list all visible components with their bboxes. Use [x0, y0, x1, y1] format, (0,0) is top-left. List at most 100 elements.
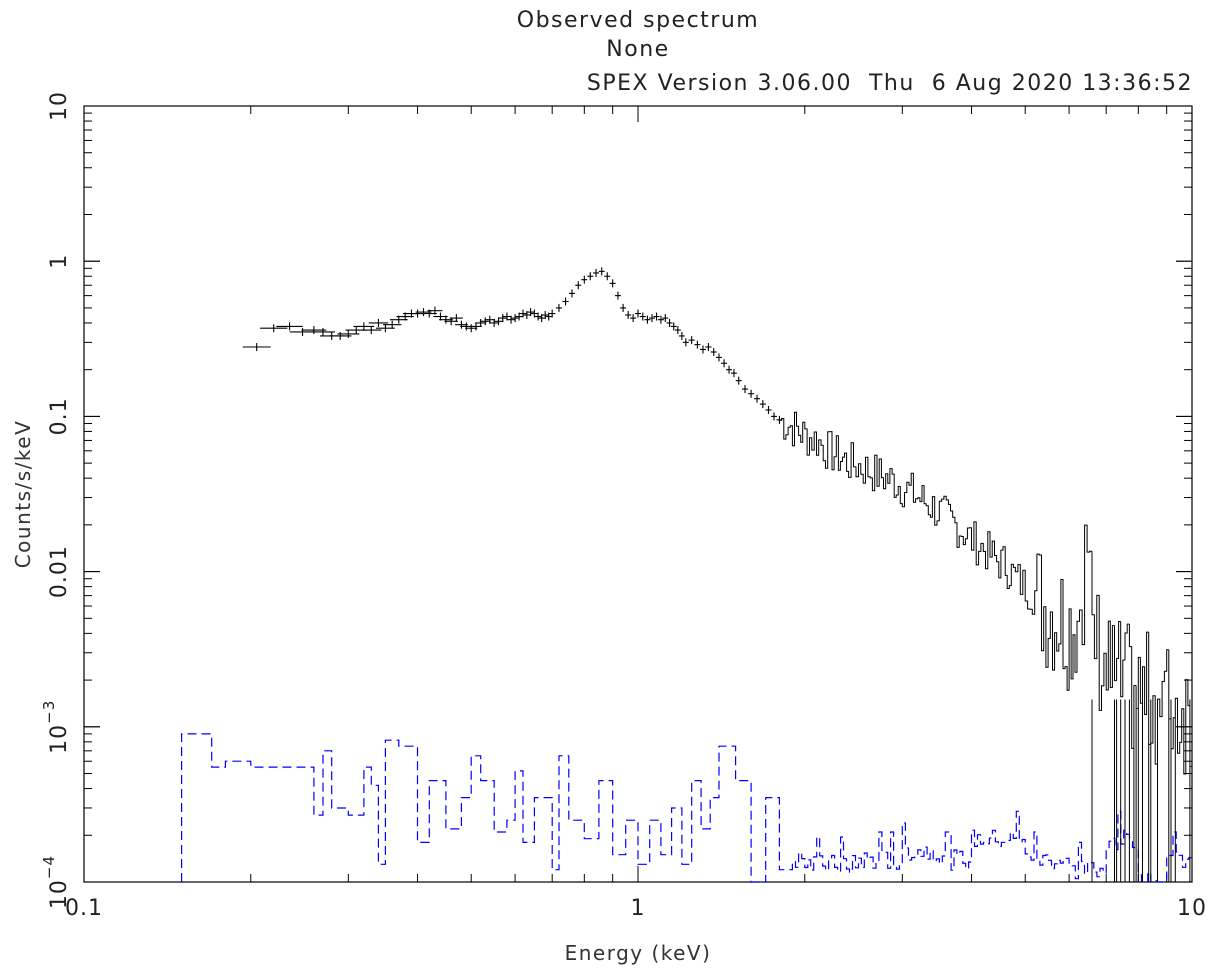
data-point	[484, 315, 496, 324]
data-point	[562, 297, 569, 306]
high-energy-series	[779, 411, 1192, 882]
y-tick-label: 10−3	[40, 700, 72, 754]
data-point	[587, 272, 594, 281]
data-point	[604, 272, 611, 281]
data-point	[455, 320, 468, 329]
axis-labels: 0.1 1 10 10−4 10−3 0.01 0.1 1 10 Energy (keV) Coun…	[11, 91, 1207, 965]
y-tick-label: 10	[47, 91, 72, 121]
data-point	[721, 359, 728, 368]
data-point	[581, 275, 588, 284]
high-energy-line	[779, 411, 1192, 882]
data-point	[479, 317, 491, 326]
data-point	[609, 279, 616, 288]
data-point	[538, 314, 546, 323]
data-point	[644, 315, 651, 324]
data-point	[674, 326, 681, 335]
data-point	[526, 308, 535, 317]
svg-text:0.01: 0.01	[47, 545, 72, 598]
data-point	[260, 324, 288, 333]
svg-text:1: 1	[47, 254, 72, 269]
data-point	[688, 336, 695, 345]
data-point	[310, 327, 335, 336]
x-tick-label: 1	[631, 896, 646, 921]
y-axis-label: Counts/s/keV	[11, 420, 35, 569]
data-point	[735, 376, 742, 385]
data-point	[705, 343, 712, 352]
observed-series	[242, 267, 783, 424]
data-point	[666, 318, 673, 327]
data-point	[662, 314, 669, 323]
chart-subtitle: None	[606, 37, 670, 62]
data-point	[699, 345, 706, 354]
data-point	[497, 314, 508, 323]
data-point	[682, 338, 689, 347]
data-point	[649, 314, 656, 323]
data-point	[759, 400, 766, 409]
data-point	[328, 331, 352, 340]
data-point	[620, 303, 627, 312]
data-point	[568, 289, 575, 298]
data-point	[242, 343, 271, 352]
data-point	[337, 329, 360, 338]
data-point	[548, 309, 556, 318]
data-point	[415, 308, 432, 317]
data-point	[575, 281, 582, 290]
data-point	[598, 267, 605, 276]
data-point	[653, 312, 660, 321]
data-point	[639, 312, 646, 321]
data-point	[301, 326, 327, 335]
data-point	[715, 353, 722, 362]
data-point	[741, 385, 748, 394]
data-point	[368, 318, 389, 327]
data-point	[470, 322, 482, 331]
data-point	[593, 268, 600, 277]
data-point	[678, 331, 685, 340]
data-point	[694, 340, 701, 349]
y-tick-label: 0.01	[47, 545, 72, 598]
data-point	[510, 314, 520, 323]
chart-title: Observed spectrum	[516, 8, 760, 33]
data-point	[765, 405, 772, 414]
data-point	[530, 309, 539, 318]
data-point	[383, 320, 402, 329]
data-point	[276, 322, 303, 331]
svg-text:0.1: 0.1	[47, 397, 72, 435]
data-point	[518, 309, 528, 318]
data-point	[710, 347, 717, 356]
plot-axes	[83, 105, 1193, 883]
y-tick-label: 0.1	[47, 397, 72, 435]
y-tick-label: 1	[47, 254, 72, 269]
x-axis-label: Energy (keV)	[565, 941, 712, 965]
data-point	[475, 318, 487, 327]
data-point	[555, 303, 563, 312]
data-point	[748, 389, 755, 398]
version-line: SPEX Version 3.06.00 Thu 6 Aug 2020 13:3…	[586, 71, 1193, 96]
background-line	[181, 733, 1192, 883]
data-point	[361, 326, 382, 335]
data-point	[771, 412, 778, 421]
data-point	[670, 322, 677, 331]
svg-text:10−3: 10−3	[40, 700, 72, 754]
data-point	[614, 291, 621, 300]
x-tick-label: 0.1	[65, 896, 103, 921]
data-point	[545, 312, 553, 321]
data-point	[635, 309, 641, 318]
data-point	[427, 306, 443, 315]
background-series	[181, 733, 1192, 883]
data-point	[776, 415, 783, 424]
svg-text:10: 10	[47, 91, 72, 121]
data-point	[489, 318, 500, 327]
data-point	[465, 324, 478, 333]
svg-text:10−4: 10−4	[40, 855, 72, 909]
data-point	[726, 365, 733, 374]
data-point	[449, 314, 463, 323]
data-point	[438, 315, 453, 324]
data-point	[534, 312, 542, 321]
data-point	[541, 311, 549, 320]
x-tick-label: 10	[1177, 896, 1207, 921]
data-point	[625, 311, 632, 320]
data-point	[754, 394, 761, 403]
y-tick-label: 10−4	[40, 855, 72, 909]
data-point	[630, 314, 637, 323]
